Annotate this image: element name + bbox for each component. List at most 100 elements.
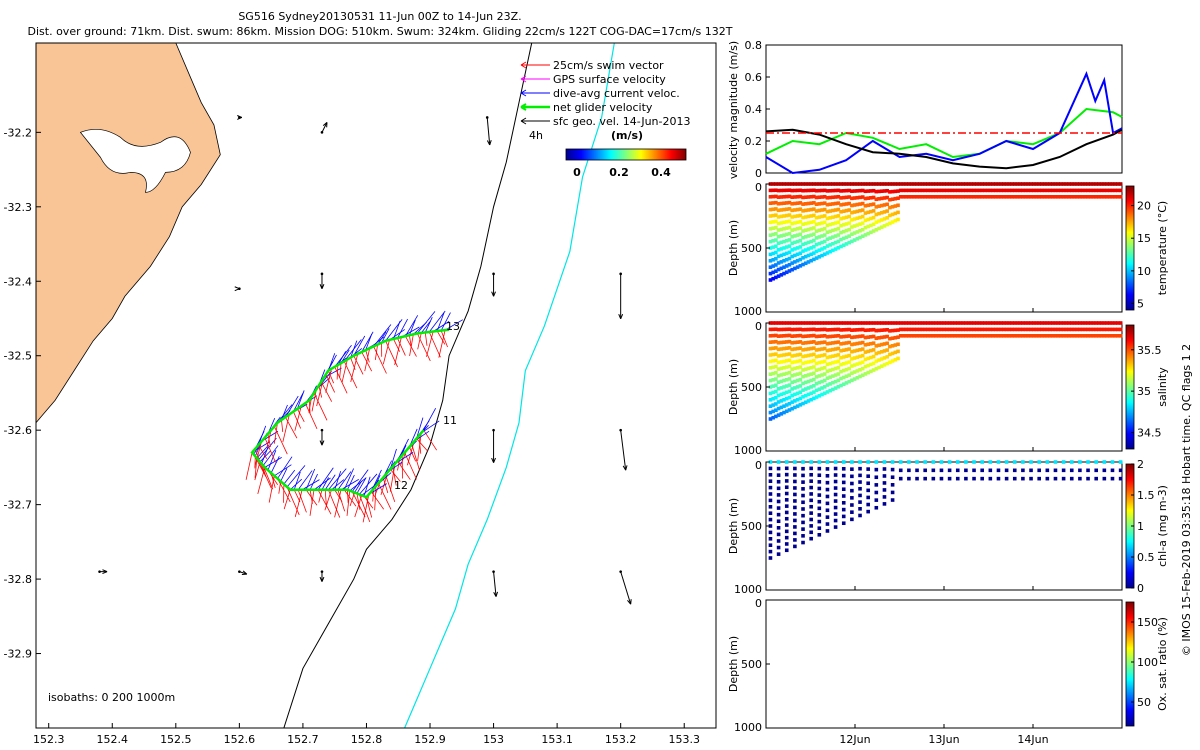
profile-sample [950, 334, 955, 338]
profile-sample [1061, 460, 1066, 464]
profile-sample [871, 354, 876, 359]
profile-sample [782, 340, 786, 344]
profile-sample [787, 327, 792, 332]
profile-sample [771, 365, 775, 369]
profile-sample [779, 234, 784, 238]
profile-sample [806, 360, 811, 364]
profile-sample [844, 235, 849, 240]
profile-sample [1069, 460, 1074, 464]
profile-sample [771, 378, 775, 382]
profile-sample [866, 189, 870, 193]
profile-sample [1094, 195, 1098, 199]
profile-sample [793, 518, 797, 523]
profile-sample [812, 238, 816, 243]
profile-sample [996, 468, 1001, 473]
profile-sample [858, 208, 862, 213]
profile-sample [825, 348, 830, 353]
profile-sample [833, 386, 838, 390]
profile-sample [806, 201, 811, 206]
profile-sample [915, 182, 919, 186]
profile-sample [934, 321, 938, 325]
profile-sample [801, 348, 805, 352]
profile-sample [774, 182, 778, 186]
profile-sample [776, 221, 781, 226]
profile-sample [812, 371, 816, 376]
profile-sample [798, 352, 803, 357]
profile-sample [991, 327, 995, 332]
profile-sample [844, 334, 849, 339]
profile-sample [801, 534, 805, 538]
profile-sample [820, 227, 824, 232]
swim-vector [372, 488, 375, 502]
profile-sample [969, 327, 974, 332]
profile-sample [803, 360, 808, 365]
profile-sample [955, 334, 960, 338]
profile-sample [803, 182, 808, 186]
profile-sample [841, 521, 846, 526]
profile-sample [850, 460, 854, 464]
profile-sample [820, 195, 824, 199]
dive-avg-vector [289, 478, 302, 491]
profile-sample [793, 473, 797, 477]
profile-sample [980, 476, 984, 481]
profile-sample [795, 239, 800, 244]
profile-sample [858, 215, 862, 220]
profile-sample [776, 367, 781, 371]
profile-sample [825, 508, 830, 513]
profile-sample [822, 359, 827, 364]
profile-sample [869, 335, 873, 339]
profile-sample [890, 182, 895, 186]
profile-sample [983, 188, 987, 193]
profile-sample [955, 182, 960, 186]
profile-sample [855, 216, 860, 221]
profile-sample [882, 196, 887, 200]
profile-sample [784, 327, 789, 332]
profile-sample [1059, 188, 1063, 193]
profile-sample [782, 397, 786, 402]
profile-sample [795, 372, 800, 376]
profile-sample [1004, 476, 1009, 481]
profile-sample [787, 389, 792, 394]
profile-sample [955, 468, 960, 473]
profile-sample [803, 387, 808, 391]
map-ytick: -32.3 [4, 201, 32, 214]
profile-sample [806, 353, 811, 358]
colorbar-tick: 35.5 [1137, 344, 1162, 357]
profile-sample [844, 354, 849, 359]
profile-sample [888, 190, 892, 194]
profile-sample [888, 213, 892, 218]
profile-sample [831, 321, 835, 325]
profile-sample [850, 481, 854, 486]
profile-sample [926, 195, 930, 199]
profile-sample [817, 208, 822, 213]
profile-sample [885, 361, 889, 366]
profile-sample [945, 188, 949, 193]
profile-sample [793, 247, 797, 251]
profile-sample [825, 494, 830, 499]
swim-vector [305, 489, 318, 506]
profile-sample [934, 195, 938, 199]
swim-vector [318, 489, 323, 503]
dive-avg-vector [356, 477, 367, 494]
profile-sample [793, 266, 797, 271]
profile-sample [839, 321, 843, 325]
profile-sample [969, 321, 974, 325]
profile-sample [928, 321, 933, 325]
profile-sample [852, 189, 857, 193]
profile-sample [814, 209, 819, 213]
profile-sample [947, 468, 952, 473]
profile-sample [983, 195, 987, 199]
profile-sample [782, 182, 786, 186]
profile-sample [869, 355, 873, 360]
profile-sample [850, 210, 854, 215]
profile-sample [947, 188, 952, 193]
profile-sample [893, 350, 898, 355]
profile-sample [817, 506, 822, 511]
profile-sample [1012, 327, 1017, 332]
profile-sample [980, 182, 984, 186]
profile-sample [795, 207, 800, 212]
profile-sample [874, 336, 879, 341]
profile-sample [822, 201, 827, 205]
profile-sample [839, 182, 843, 186]
